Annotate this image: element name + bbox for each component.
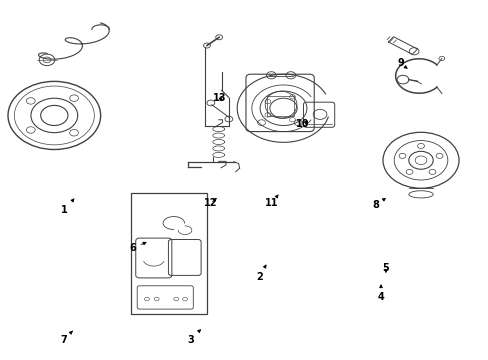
Text: 12: 12 <box>203 198 217 208</box>
Text: 4: 4 <box>377 285 384 302</box>
Text: 7: 7 <box>61 331 72 345</box>
Bar <box>131 193 206 315</box>
Text: 9: 9 <box>396 58 407 68</box>
Text: 1: 1 <box>61 199 74 216</box>
Text: 6: 6 <box>129 242 146 253</box>
Text: 8: 8 <box>372 198 385 210</box>
Text: 10: 10 <box>296 120 309 129</box>
Text: 11: 11 <box>264 195 278 208</box>
Bar <box>267 96 294 116</box>
Text: 2: 2 <box>255 265 265 282</box>
Text: 5: 5 <box>382 263 388 273</box>
Text: 3: 3 <box>187 330 200 345</box>
Text: 13: 13 <box>213 93 226 103</box>
